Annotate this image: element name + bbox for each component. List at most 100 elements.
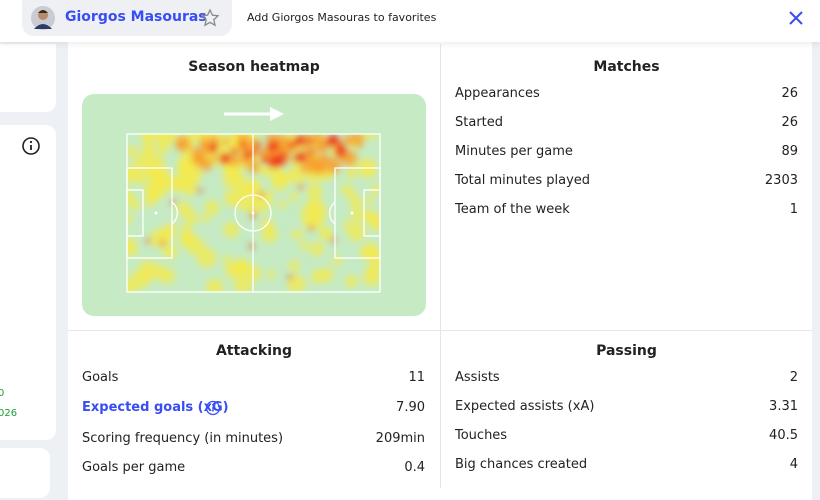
heat-blob (311, 269, 325, 284)
heat-blob (134, 154, 149, 168)
info-icon[interactable] (21, 136, 41, 156)
stat-value: 40.5 (769, 428, 798, 443)
heat-blob (145, 238, 151, 244)
stat-label: Minutes per game (455, 144, 573, 159)
heat-blob (174, 136, 191, 152)
heat-blob (308, 225, 314, 231)
heat-blob (349, 134, 365, 147)
favorite-text[interactable]: Add Giorgos Masouras to favorites (247, 11, 437, 24)
heat-blob (265, 134, 273, 142)
heat-blob (208, 145, 218, 154)
heat-blob (204, 200, 220, 216)
heat-blob (127, 279, 136, 292)
info-icon[interactable] (205, 400, 221, 416)
heat-blob (222, 157, 229, 164)
heat-blob (254, 149, 261, 155)
stat-label: Expected assists (xA) (455, 399, 595, 414)
heat-blob (196, 247, 217, 268)
heat-blob (179, 176, 188, 185)
stat-value: 2303 (764, 173, 798, 188)
stat-value: 7.90 (396, 400, 425, 415)
heat-blob (350, 208, 364, 222)
heat-blob (294, 134, 306, 147)
stat-value: 26 (781, 86, 798, 101)
heat-blob (327, 157, 342, 172)
player-pill[interactable] (22, 0, 232, 36)
heat-blob (278, 200, 287, 210)
heat-blob (365, 196, 374, 205)
close-button[interactable] (788, 10, 804, 26)
section-title: Passing (596, 343, 657, 359)
heat-blob (330, 237, 336, 243)
heat-blob (223, 221, 240, 238)
heat-blob (272, 155, 285, 168)
left-text: 026 (0, 408, 18, 419)
left-card-mid (0, 125, 56, 440)
heat-blob (313, 134, 323, 142)
heat-blob (159, 268, 176, 284)
divider (68, 330, 812, 331)
heat-blob (179, 229, 196, 246)
heat-blob (334, 145, 347, 157)
heat-blob (273, 143, 278, 149)
star-icon[interactable] (200, 8, 220, 28)
stat-label: Assists (455, 370, 500, 385)
heat-blob (289, 192, 299, 202)
heat-blob (176, 201, 193, 217)
stat-value: 1 (789, 202, 798, 217)
stat-value: 2 (789, 370, 798, 385)
heat-blob (152, 163, 167, 178)
heat-blob (254, 140, 261, 148)
divider (440, 44, 441, 488)
stat-value: 89 (781, 144, 798, 159)
section-title: Attacking (215, 343, 293, 359)
heat-blob (242, 151, 248, 158)
heat-blob (319, 226, 330, 238)
heat-blob (314, 143, 324, 153)
stat-label: Big chances created (455, 457, 588, 472)
heat-blob (142, 134, 154, 144)
stat-label: Touches (455, 428, 508, 443)
avatar (31, 6, 55, 30)
stat-label: Total minutes played (455, 173, 591, 188)
section-title: Matches (593, 59, 660, 75)
heat-blob (146, 193, 155, 202)
stat-value: 11 (408, 370, 425, 385)
stat-value: 0.4 (404, 460, 425, 475)
heat-blob (312, 157, 326, 171)
heat-blob (195, 157, 205, 166)
left-text: 0 (0, 388, 5, 399)
heat-blob (307, 183, 322, 199)
heat-blob (260, 155, 269, 164)
stat-value: 26 (781, 115, 798, 130)
heat-blob (228, 154, 241, 167)
stat-label[interactable]: Expected goals (xG) (82, 400, 229, 415)
stat-label: Appearances (455, 86, 540, 101)
heat-blob (143, 183, 157, 196)
heat-blob (298, 184, 304, 190)
stat-value: 209min (375, 431, 425, 446)
heat-blob (287, 274, 293, 280)
heat-blob (326, 137, 336, 147)
heat-blob (343, 137, 352, 146)
player-name[interactable]: Giorgos Masouras (65, 9, 207, 25)
heat-blob (308, 148, 315, 155)
heat-blob (302, 156, 317, 170)
heat-blob (233, 275, 253, 292)
left-card-bottom (0, 448, 50, 498)
heat-blob (361, 242, 380, 262)
stat-label: Goals per game (82, 460, 186, 475)
heat-blob (222, 255, 232, 265)
heat-blob (288, 260, 300, 272)
heat-blob (361, 134, 374, 140)
heat-blob (238, 260, 249, 270)
heat-blob (221, 138, 230, 146)
stat-label: Scoring frequency (in minutes) (82, 431, 284, 446)
stat-value: 3.31 (769, 399, 798, 414)
heat-blob (309, 241, 324, 256)
stat-label: Goals (82, 370, 119, 385)
heat-blob (349, 196, 363, 210)
heat-blob (141, 271, 153, 283)
heat-blob (261, 226, 278, 243)
